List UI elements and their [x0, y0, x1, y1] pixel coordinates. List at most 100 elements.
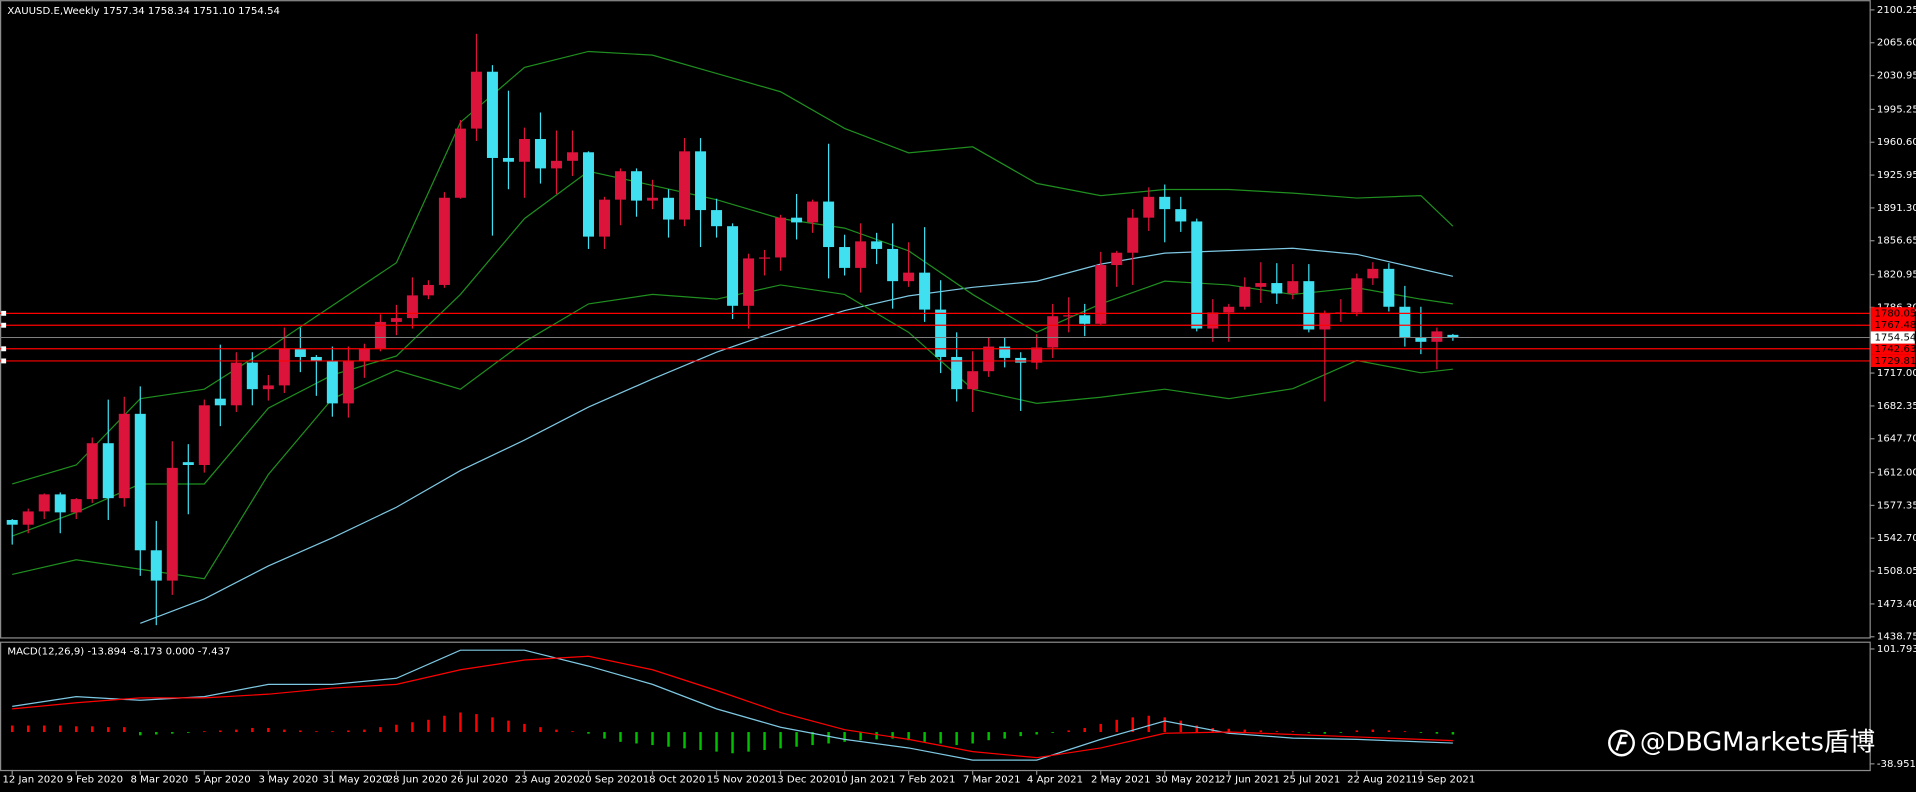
macd-histogram-bar [315, 731, 318, 733]
candle-body [38, 494, 50, 512]
macd-y-tick-label: -38.951 [1877, 759, 1916, 770]
y-tick-label: 1473.40 [1877, 599, 1916, 610]
candle-body [6, 519, 18, 525]
macd-histogram-bar [331, 731, 334, 733]
macd-histogram-bar [155, 732, 158, 735]
macd-panel-frame [0, 641, 1871, 772]
macd-histogram-bar [283, 729, 286, 733]
x-tick-label: 31 May 2020 [323, 775, 389, 786]
candle-body [631, 171, 643, 201]
candle-body [695, 151, 707, 211]
macd-histogram-bar [1419, 732, 1423, 733]
candle-body [1031, 347, 1043, 363]
candle-body [278, 348, 290, 386]
macd-histogram-bar [363, 729, 366, 733]
candle-body [871, 241, 883, 249]
candle-body [438, 197, 450, 285]
macd-histogram-bar [731, 732, 734, 754]
y-tick-label: 1438.75 [1877, 632, 1916, 643]
macd-histogram-bar [43, 725, 46, 733]
macd-histogram-bar [555, 729, 558, 733]
macd-histogram-bar [955, 732, 958, 746]
macd-histogram-bar [267, 727, 270, 733]
candle-body [358, 348, 370, 361]
watermark-text: @DBGMarkets盾博 [1640, 728, 1875, 758]
price-line-tag [1870, 354, 1915, 368]
candle-body [1223, 306, 1235, 313]
candle-body [214, 398, 226, 406]
macd-histogram-bar [1355, 730, 1359, 733]
macd-histogram-bar [75, 726, 78, 733]
price-line-handle [1, 322, 7, 328]
candle-body [470, 71, 482, 129]
macd-histogram-bar [571, 731, 574, 733]
x-tick-label: 12 Jan 2020 [2, 775, 63, 786]
x-tick-label: 8 Mar 2020 [131, 775, 189, 786]
macd-histogram-bar [683, 732, 686, 749]
macd-histogram-bar [491, 717, 494, 733]
candle-body [22, 511, 34, 525]
macd-histogram-bar [299, 730, 302, 733]
macd-histogram-bar [1003, 732, 1006, 739]
macd-histogram-bar [107, 727, 110, 733]
candle-body [791, 217, 803, 223]
price-line-label: 1780.05 [1874, 308, 1916, 319]
chart-title: XAUUSD.E,Weekly 1757.34 1758.34 1751.10 … [7, 6, 280, 17]
candle-body [246, 362, 258, 390]
x-tick-label: 23 Aug 2020 [515, 775, 580, 786]
watermark: @DBGMarkets盾博 [1608, 728, 1875, 758]
candle-body [679, 151, 691, 220]
macd-histogram-bar [1067, 730, 1070, 733]
price-line-label: 1742.63 [1874, 344, 1916, 355]
candle-body [182, 462, 194, 466]
macd-histogram-bar [1099, 723, 1102, 733]
x-tick-label: 7 Feb 2021 [899, 775, 956, 786]
price-line-handle [1, 310, 7, 316]
candle-body [1431, 331, 1443, 342]
price-line-label: 1729.81 [1874, 356, 1916, 367]
candle-body [566, 152, 578, 161]
macd-histogram-bar [939, 732, 942, 744]
candle-body [310, 356, 322, 361]
macd-histogram-bar [27, 725, 30, 733]
watermark-icon-mark [1615, 734, 1628, 751]
macd-histogram-bar [139, 732, 142, 736]
macd-histogram-bar [1307, 732, 1311, 733]
candle-body [326, 360, 338, 404]
x-tick-label: 2 May 2021 [1091, 775, 1151, 786]
macd-histogram-bar [1019, 732, 1022, 737]
macd-histogram-bar [635, 732, 638, 744]
candle-body [1191, 221, 1203, 329]
macd-histogram-bar [507, 720, 510, 733]
macd-histogram-bar [1323, 732, 1327, 734]
x-tick-label: 27 Jun 2021 [1219, 775, 1280, 786]
macd-histogram-bar [859, 732, 862, 741]
y-tick-label: 1995.25 [1877, 104, 1916, 115]
candle-body [454, 128, 466, 198]
candle-body [550, 160, 562, 169]
macd-histogram-bar [91, 726, 94, 733]
y-tick-label: 2065.60 [1877, 38, 1916, 49]
macd-histogram-bar [1147, 715, 1150, 733]
x-tick-label: 26 Jul 2020 [451, 775, 508, 786]
y-tick-label: 1717.00 [1877, 368, 1916, 379]
macd-histogram-bar [971, 732, 974, 744]
candle-body [1255, 283, 1267, 287]
candle-body [887, 248, 899, 282]
candle-body [967, 371, 979, 390]
price-line-tag [1870, 319, 1915, 332]
y-tick-label: 1612.00 [1877, 468, 1916, 479]
candle-body [919, 272, 931, 310]
candle-body [1047, 316, 1059, 348]
candle-body [406, 295, 418, 319]
macd-histogram-bar [715, 732, 718, 752]
macd-histogram-bar [875, 732, 878, 740]
macd-histogram-bar [1051, 732, 1054, 733]
candle-body [855, 241, 867, 268]
macd-histogram-bar [475, 714, 478, 733]
macd-histogram-bar [1083, 727, 1086, 733]
y-tick-label: 1820.95 [1877, 270, 1916, 281]
x-tick-label: 3 May 2020 [259, 775, 319, 786]
macd-histogram-bar [395, 724, 398, 733]
